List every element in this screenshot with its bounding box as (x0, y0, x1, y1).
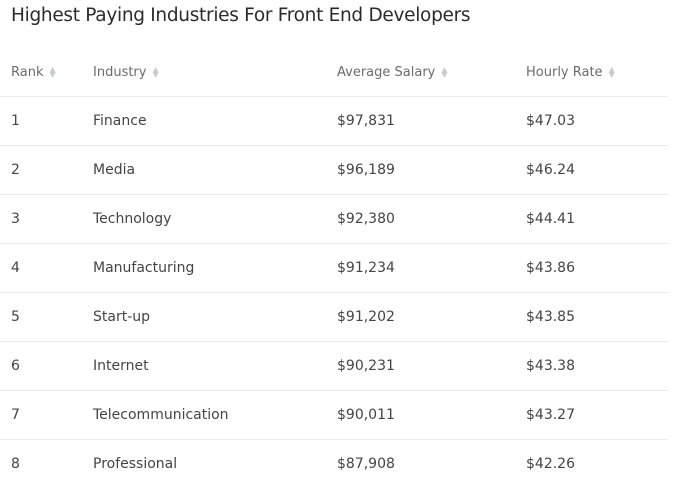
cell-average-salary: $91,234 (337, 244, 526, 293)
cell-average-salary: $92,380 (337, 195, 526, 244)
cell-industry: Media (93, 146, 337, 195)
cell-average-salary: $96,189 (337, 146, 526, 195)
cell-industry: Telecommunication (93, 391, 337, 440)
cell-rank: 6 (0, 342, 93, 391)
cell-hourly-rate: $47.03 (526, 97, 668, 146)
cell-rank: 8 (0, 440, 93, 488)
page-title: Highest Paying Industries For Front End … (11, 5, 470, 26)
cell-average-salary: $91,202 (337, 293, 526, 342)
cell-rank: 5 (0, 293, 93, 342)
cell-hourly-rate: $43.27 (526, 391, 668, 440)
column-header-industry[interactable]: Industry ▲▼ (93, 48, 337, 97)
cell-rank: 2 (0, 146, 93, 195)
industries-table: Rank▲▼Industry▲▼Average Salary▲▼Hourly R… (0, 48, 668, 488)
cell-hourly-rate: $44.41 (526, 195, 668, 244)
cell-industry: Technology (93, 195, 337, 244)
column-header-label: Average Salary (337, 65, 435, 80)
cell-industry: Professional (93, 440, 337, 488)
sort-icon[interactable]: ▲▼ (609, 67, 615, 77)
cell-average-salary: $90,231 (337, 342, 526, 391)
cell-rank: 4 (0, 244, 93, 293)
column-header-label: Rank (11, 65, 43, 80)
cell-industry: Start-up (93, 293, 337, 342)
cell-rank: 1 (0, 97, 93, 146)
cell-hourly-rate: $46.24 (526, 146, 668, 195)
cell-average-salary: $97,831 (337, 97, 526, 146)
sort-icon[interactable]: ▲▼ (441, 67, 447, 77)
cell-industry: Manufacturing (93, 244, 337, 293)
table-header-row: Rank▲▼Industry▲▼Average Salary▲▼Hourly R… (0, 48, 668, 97)
cell-rank: 7 (0, 391, 93, 440)
cell-industry: Internet (93, 342, 337, 391)
sort-icon[interactable]: ▲▼ (49, 67, 55, 77)
sort-icon[interactable]: ▲▼ (152, 67, 158, 77)
column-header-rank[interactable]: Rank ▲▼ (0, 48, 93, 97)
cell-hourly-rate: $43.85 (526, 293, 668, 342)
column-header-label: Hourly Rate (526, 65, 603, 80)
cell-rank: 3 (0, 195, 93, 244)
cell-industry: Finance (93, 97, 337, 146)
cell-hourly-rate: $43.38 (526, 342, 668, 391)
cell-hourly-rate: $42.26 (526, 440, 668, 488)
column-header-label: Industry (93, 65, 146, 80)
column-header-average-salary[interactable]: Average Salary ▲▼ (337, 48, 526, 97)
cell-average-salary: $90,011 (337, 391, 526, 440)
cell-average-salary: $87,908 (337, 440, 526, 488)
cell-hourly-rate: $43.86 (526, 244, 668, 293)
column-header-hourly-rate[interactable]: Hourly Rate ▲▼ (526, 48, 668, 97)
